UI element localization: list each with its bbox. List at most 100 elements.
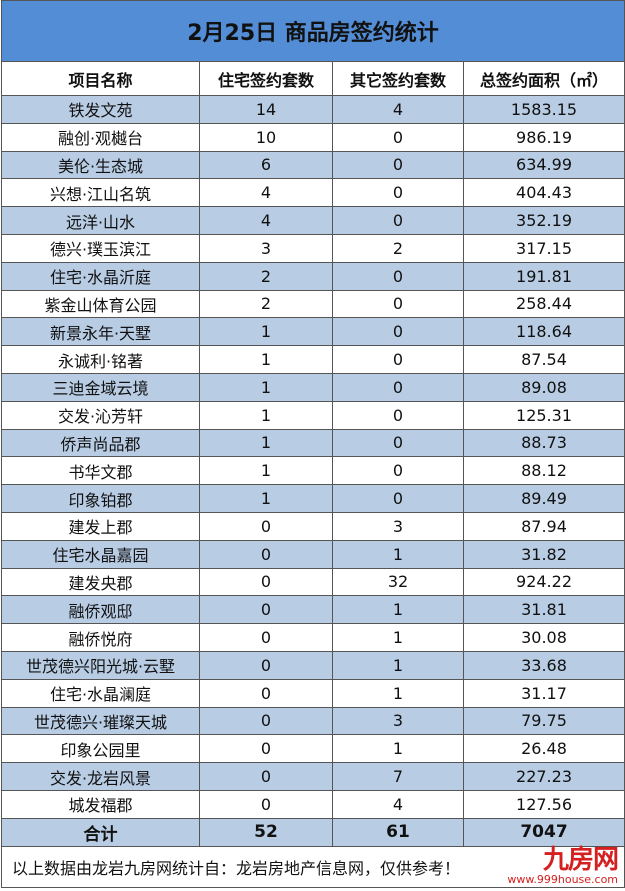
other-count: 0: [332, 289, 464, 319]
residential-count: 1: [199, 484, 333, 513]
residential-count: 6: [199, 150, 333, 180]
total-area: 87.54: [462, 345, 625, 374]
other-count: 0: [332, 261, 464, 291]
residential-count: 1: [199, 345, 333, 374]
table-row: 交发·沁芳轩 1 0 125.31: [1, 400, 625, 430]
total-area: 89.08: [462, 372, 625, 402]
table-row: 三迪金域云境 1 0 89.08: [1, 372, 625, 402]
project-name: 世茂德兴·璀璨天城: [1, 706, 200, 736]
residential-count: 2: [199, 261, 333, 291]
residential-count: 0: [199, 762, 333, 791]
header-residential: 住宅签约套数: [199, 61, 333, 96]
table-row: 交发·龙岩风景 0 7 227.23: [1, 762, 625, 791]
total-area: 258.44: [462, 289, 625, 319]
other-count: 4: [332, 95, 464, 124]
residential-count: 1: [199, 456, 333, 486]
table-row: 住宅·水晶沂庭 2 0 191.81: [1, 261, 625, 291]
residential-count: 0: [199, 789, 333, 819]
residential-count: 0: [199, 623, 333, 652]
other-count: 0: [332, 400, 464, 430]
table-row: 世茂德兴·璀璨天城 0 3 79.75: [1, 706, 625, 736]
other-count: 0: [332, 122, 464, 152]
table-row: 德兴·璞玉滨江 3 2 317.15: [1, 233, 625, 263]
project-name: 住宅水晶嘉园: [1, 539, 200, 569]
residential-count: 1: [199, 372, 333, 402]
project-name: 远洋·山水: [1, 206, 200, 235]
total-area: 352.19: [462, 206, 625, 235]
project-name: 城发福郡: [1, 789, 200, 819]
project-name: 印象铂郡: [1, 484, 200, 513]
total-area: 33.68: [462, 650, 625, 680]
project-name: 德兴·璞玉滨江: [1, 233, 200, 263]
total-area: 317.15: [462, 233, 625, 263]
table-row: 侨声尚品郡 1 0 88.73: [1, 428, 625, 458]
table-row: 建发央郡 0 32 924.22: [1, 567, 625, 597]
other-count: 0: [332, 206, 464, 235]
other-count: 0: [332, 484, 464, 513]
residential-count: 4: [199, 206, 333, 235]
other-count: 1: [332, 595, 464, 625]
total-area: 79.75: [462, 706, 625, 736]
watermark-url: www.999house.com: [507, 873, 619, 887]
residential-count: 0: [199, 539, 333, 569]
total-area: 31.81: [462, 595, 625, 625]
other-count: 3: [332, 706, 464, 736]
header-other: 其它签约套数: [332, 61, 464, 96]
project-name: 紫金山体育公园: [1, 289, 200, 319]
project-name: 印象公园里: [1, 734, 200, 764]
project-name: 美伦·生态城: [1, 150, 200, 180]
residential-count: 0: [199, 650, 333, 680]
project-name: 交发·沁芳轩: [1, 400, 200, 430]
residential-count: 0: [199, 511, 333, 541]
total-project-name: 合计: [1, 817, 200, 847]
table-row: 印象铂郡 1 0 89.49: [1, 484, 625, 513]
total-area: 87.94: [462, 511, 625, 541]
total-area: 30.08: [462, 623, 625, 652]
other-count: 2: [332, 233, 464, 263]
total-area: 88.73: [462, 428, 625, 458]
header-area: 总签约面积（㎡）: [462, 61, 625, 96]
total-area: 127.56: [462, 789, 625, 819]
footer-cell: 以上数据由龙岩九房网统计自：龙岩房地产信息网，仅供参考！ 九房网 www.999ho…: [0, 845, 625, 888]
other-count: 0: [332, 456, 464, 486]
project-name: 三迪金域云境: [1, 372, 200, 402]
project-name: 新景永年·天墅: [1, 317, 200, 347]
residential-count: 1: [199, 317, 333, 347]
residential-count: 1: [199, 428, 333, 458]
header-row: 项目名称 住宅签约套数 其它签约套数 总签约面积（㎡）: [1, 61, 625, 96]
residential-count: 0: [199, 595, 333, 625]
watermark-logo: 九房网: [543, 845, 619, 876]
project-name: 侨声尚品郡: [1, 428, 200, 458]
total-area: 89.49: [462, 484, 625, 513]
total-area: 118.64: [462, 317, 625, 347]
total-area: 227.23: [462, 762, 625, 791]
table-row: 紫金山体育公园 2 0 258.44: [1, 289, 625, 319]
other-count: 1: [332, 623, 464, 652]
other-count: 32: [332, 567, 464, 597]
table-row: 世茂德兴阳光城·云墅 0 1 33.68: [1, 650, 625, 680]
project-name: 住宅·水晶沂庭: [1, 261, 200, 291]
residential-count: 0: [199, 567, 333, 597]
project-name: 住宅·水晶澜庭: [1, 678, 200, 708]
other-count: 1: [332, 539, 464, 569]
other-count: 0: [332, 178, 464, 208]
total-area: 1583.15: [462, 95, 625, 124]
other-count: 0: [332, 150, 464, 180]
table-row: 住宅·水晶澜庭 0 1 31.17: [1, 678, 625, 708]
residential-count: 0: [199, 706, 333, 736]
table-row: 美伦·生态城 6 0 634.99: [1, 150, 625, 180]
table-row: 铁发文苑 14 4 1583.15: [1, 95, 625, 124]
other-count: 0: [332, 345, 464, 374]
other-count: 1: [332, 678, 464, 708]
total-area: 125.31: [462, 400, 625, 430]
total-area: 404.43: [462, 178, 625, 208]
total-area: 26.48: [462, 734, 625, 764]
table-row: 新景永年·天墅 1 0 118.64: [1, 317, 625, 347]
project-name: 永诚利·铭著: [1, 345, 200, 374]
project-name: 融侨悦府: [1, 623, 200, 652]
other-count: 1: [332, 734, 464, 764]
other-count: 4: [332, 789, 464, 819]
footer-box: 以上数据由龙岩九房网统计自：龙岩房地产信息网，仅供参考！ 九房网 www.999ho…: [12, 845, 619, 887]
total-area: 191.81: [462, 261, 625, 291]
